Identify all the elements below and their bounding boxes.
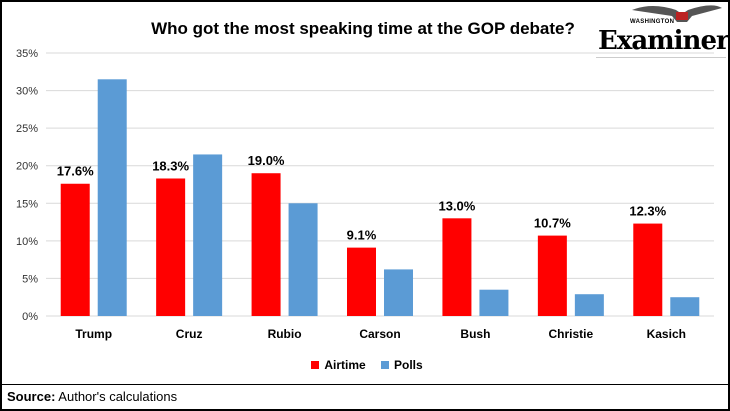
- bar-polls: [479, 289, 509, 316]
- y-tick-label: 15%: [16, 198, 38, 210]
- chart-title: Who got the most speaking time at the GO…: [151, 19, 575, 38]
- bar-airtime: [60, 183, 90, 316]
- legend-swatch: [311, 361, 320, 369]
- bar-airtime: [537, 235, 567, 316]
- x-tick-label: Kasich: [647, 327, 686, 341]
- data-label: 17.6%: [57, 164, 94, 179]
- source-text: Author's calculations: [55, 389, 178, 404]
- bar-airtime: [251, 173, 281, 316]
- x-tick-label: Christie: [549, 327, 594, 341]
- source-note: Source: Author's calculations: [7, 389, 177, 404]
- eagle-icon: [632, 5, 722, 22]
- x-tick-label: Trump: [75, 327, 112, 341]
- legend: Airtime Polls: [2, 358, 728, 372]
- y-tick-label: 10%: [16, 236, 38, 248]
- bar-polls: [574, 294, 604, 316]
- bar-airtime: [633, 223, 663, 316]
- bar-airtime: [156, 178, 186, 316]
- y-tick-label: 25%: [16, 123, 38, 135]
- bar-polls: [193, 154, 223, 316]
- bar-polls: [97, 79, 127, 316]
- bar-polls: [288, 203, 318, 316]
- source-label: Source:: [7, 389, 56, 404]
- x-tick-label: Carson: [359, 327, 400, 341]
- bar-airtime: [442, 218, 472, 316]
- x-tick-label: Bush: [460, 327, 490, 341]
- legend-item-airtime: Airtime: [311, 358, 366, 372]
- divider: [2, 384, 728, 385]
- legend-label: Polls: [394, 358, 423, 372]
- data-label: 9.1%: [347, 228, 377, 243]
- bar-polls: [670, 297, 700, 316]
- legend-item-polls: Polls: [381, 358, 423, 372]
- y-tick-label: 30%: [16, 86, 38, 98]
- y-tick-label: 35%: [16, 48, 38, 60]
- data-label: 12.3%: [629, 204, 666, 219]
- legend-swatch: [381, 361, 389, 369]
- data-label: 10.7%: [534, 216, 571, 231]
- bar-polls: [384, 269, 413, 316]
- x-tick-label: Rubio: [268, 327, 302, 341]
- legend-label: Airtime: [324, 358, 366, 372]
- y-tick-label: 0%: [22, 311, 38, 323]
- y-tick-label: 5%: [22, 273, 38, 285]
- y-tick-label: 20%: [16, 161, 38, 173]
- x-tick-label: Cruz: [176, 327, 203, 341]
- data-label: 19.0%: [248, 153, 285, 168]
- data-label: 18.3%: [152, 158, 189, 173]
- bar-airtime: [347, 247, 376, 316]
- washington-examiner-logo: WASHINGTON Examiner: [596, 5, 728, 58]
- data-label: 13.0%: [438, 198, 475, 213]
